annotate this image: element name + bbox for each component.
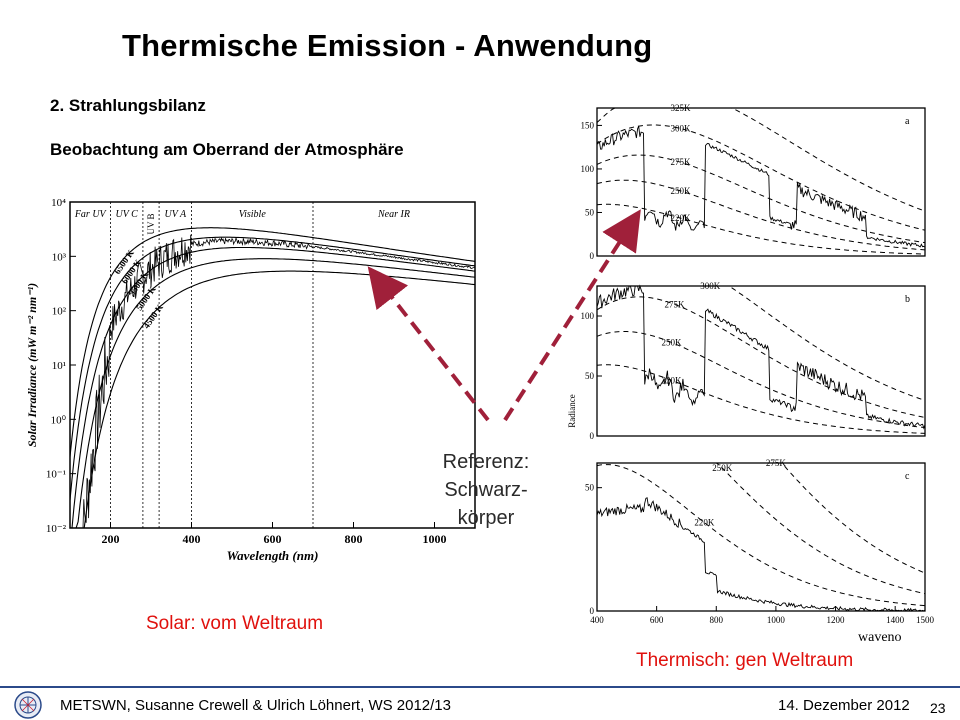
- curve-label: 220K: [662, 375, 683, 385]
- reference-line-1: Referenz:: [442, 451, 530, 473]
- y-tick-label: 0: [590, 431, 595, 440]
- blackbody-curve: [69, 236, 476, 501]
- measured-thermal-spectrum: [596, 125, 926, 248]
- x-tick-label: 800: [345, 532, 363, 546]
- y-tick-label: 10⁴: [51, 197, 66, 209]
- curve-label: 300K: [670, 124, 691, 134]
- y-tick-label: 0: [590, 251, 595, 261]
- y-tick-label: 0: [590, 606, 595, 616]
- x-tick-label: 1200: [827, 615, 846, 625]
- planck-reference-curve: [597, 462, 926, 595]
- section-heading: 2. Strahlungsbilanz: [50, 96, 206, 115]
- x-tick-label: 200: [102, 532, 120, 546]
- thermal-panel-c: c 0 50 400 600 800 1000 1200 1400 1500 275K 250K 220…: [585, 458, 935, 625]
- planck-reference-curve: [596, 331, 926, 429]
- x-tick-label: 1500: [916, 615, 935, 625]
- y-tick-label: 50: [585, 207, 595, 217]
- curve-label: 250K: [662, 337, 683, 347]
- planck-reference-curve: [596, 203, 926, 255]
- x-tick-label: 600: [264, 532, 282, 546]
- reference-line-2: Schwarz-: [444, 479, 528, 501]
- curve-label: 300K: [700, 281, 721, 291]
- region-label: UV B: [146, 213, 156, 234]
- thermal-caption: Thermisch: gen Weltraum: [636, 650, 854, 671]
- slide-title: Thermische Emission - Anwendung: [122, 28, 653, 63]
- footer-date: 14. Dezember 2012: [778, 697, 910, 714]
- measured-thermal-spectrum: [596, 497, 926, 612]
- thermal-plot-frame: [596, 285, 926, 437]
- solar-caption: Solar: vom Weltraum: [146, 613, 324, 634]
- x-axis-label: Wavelength (nm): [227, 548, 319, 563]
- y-tick-label: 50: [585, 371, 595, 381]
- curve-label: 275K: [670, 157, 691, 167]
- curve-label: 325K: [670, 103, 691, 113]
- thermal-panel-b: b 0 50 100 Radiance 300K 275K 250K 220K: [567, 281, 926, 440]
- planck-reference-curve: [596, 107, 926, 212]
- reference-line-3: körper: [457, 507, 515, 529]
- panel-letter: c: [905, 471, 910, 482]
- blackbody-curve: [70, 246, 476, 529]
- region-label: Near IR: [377, 209, 410, 220]
- y-tick-label: 50: [585, 483, 595, 493]
- solar-spectrum-chart: Far UV UV C UV B UV A Visible Near IR 200 400 60…: [25, 197, 476, 563]
- panel-letter: b: [905, 294, 910, 305]
- reference-label: Referenz: Schwarz- körper: [426, 448, 546, 532]
- planck-reference-curve: [596, 464, 926, 607]
- blackbody-curve: [69, 227, 476, 457]
- curve-label: 250K: [712, 463, 733, 473]
- y-tick-label: 10⁰: [51, 414, 67, 426]
- y-tick-label: 100: [581, 311, 595, 321]
- page-number: 23: [930, 700, 946, 716]
- planck-reference-curve: [597, 285, 926, 401]
- university-logo-icon: [14, 691, 42, 719]
- planck-reference-curve: [596, 124, 926, 231]
- region-label: UV A: [165, 209, 187, 220]
- region-label: Visible: [239, 209, 267, 220]
- planck-reference-curve: [596, 296, 926, 418]
- y-tick-label: 10⁻²: [46, 523, 67, 535]
- y-tick-label: 10²: [52, 306, 67, 318]
- waveno-label: waveno: [858, 630, 902, 645]
- curve-label: 220K: [694, 518, 715, 528]
- y-tick-label: 10⁻¹: [46, 469, 66, 481]
- curve-label: 220K: [670, 213, 691, 223]
- planck-reference-curve: [596, 364, 926, 434]
- thermal-panel-a: a 0 50 100 150 325K 300K 275K 250K 220K: [581, 103, 926, 261]
- region-label: Far UV: [74, 209, 108, 220]
- curve-label: 275K: [766, 458, 787, 468]
- planck-reference-curve: [596, 154, 926, 244]
- y-tick-label: 150: [581, 120, 595, 130]
- x-tick-label: 1000: [767, 615, 786, 625]
- y-tick-label: 100: [581, 164, 595, 174]
- y-tick-label: 10³: [52, 251, 67, 263]
- x-tick-label: 400: [590, 615, 604, 625]
- arrow-to-thermal-blackbody: [503, 209, 641, 422]
- planck-reference-curve: [596, 179, 926, 251]
- footer-authors: METSWN, Susanne Crewell & Ulrich Löhnert…: [60, 697, 451, 714]
- x-tick-label: 1400: [886, 615, 905, 625]
- curve-label: 275K: [665, 299, 686, 309]
- x-tick-label: 600: [650, 615, 664, 625]
- region-label: UV C: [116, 209, 139, 220]
- measured-thermal-spectrum: [596, 284, 926, 430]
- thermal-plot-frame: [596, 107, 926, 257]
- y-axis-label: Solar Irradiance (mW m⁻² nm⁻¹): [25, 283, 39, 447]
- y-tick-label: 10¹: [52, 360, 66, 372]
- slide-subtitle: Beobachtung am Oberrand der Atmosphäre: [50, 140, 404, 159]
- x-tick-label: 400: [183, 532, 201, 546]
- x-tick-label: 800: [710, 615, 724, 625]
- panel-letter: a: [905, 116, 910, 127]
- arrow-to-solar-blackbody: [367, 266, 490, 422]
- measured-solar-spectrum: [78, 234, 476, 529]
- curve-label: 250K: [670, 186, 691, 196]
- x-tick-label: 1000: [423, 532, 447, 546]
- y-axis-label: Radiance: [567, 394, 577, 427]
- footer-divider: [0, 686, 960, 688]
